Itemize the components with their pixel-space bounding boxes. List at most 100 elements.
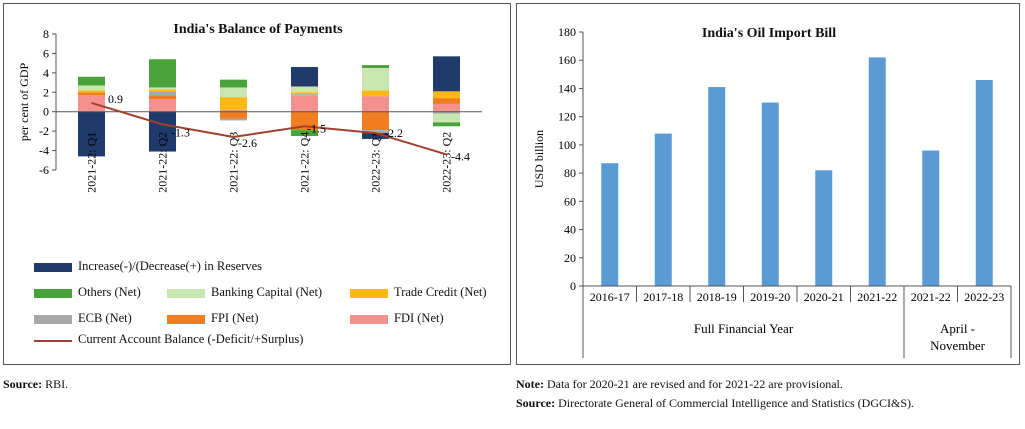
oil-y-axis-label: USD billion [532,130,546,188]
legend-swatch-ecb [34,315,72,324]
bop-bar-fpi [149,95,176,100]
bop-bar-fdi [362,96,389,112]
bop-cab-data-label: 0.9 [108,92,123,106]
bop-x-tick-label: 2021-22: Q4 [298,132,312,193]
bop-y-tick-label: 0 [43,105,49,119]
bop-cab-data-label: -1.5 [307,121,326,135]
oil-y-tick-label: 60 [564,194,576,208]
oil-import-chart-panel: India's Oil Import Bill 0 20 40 60 80 100 120 1… [516,3,1020,365]
bop-y-tick-label: 4 [43,66,49,80]
bop-bar-ecb [291,94,318,96]
bop-bar-banking [362,68,389,91]
bop-cab-data-label: -2.6 [238,136,257,150]
bop-bar-fpi [78,92,105,96]
note-label: Note: [516,377,544,391]
bop-bar-others [291,130,318,136]
bop-bar-fpi [291,111,318,131]
bop-y-axis-label: per cent of GDP [17,63,31,142]
bop-bar-trade [362,90,389,97]
legend-swatch-cab [34,340,72,342]
bop-bar-fpi [433,98,460,104]
bop-bar-reserves [433,56,460,92]
oil-x-tick-label: 2018-19 [697,290,737,304]
bop-bar-ecb [362,130,389,134]
bop-x-tick-label: 2021-22: Q3 [227,132,241,193]
oil-x-tick-label: 2020-21 [804,290,844,304]
bop-bar-banking [291,86,318,93]
bop-bar-banking [78,85,105,91]
bop-bar-fdi [433,103,460,112]
bop-bar-reserves [291,67,318,87]
legend-label-fpi: FPI (Net) [211,311,259,325]
legend-label-trade: Trade Credit (Net) [394,285,487,299]
oil-y-tick-label: 160 [558,53,576,67]
oil-bar [815,170,833,286]
oil-y-tick-label: 80 [564,166,576,180]
bop-bar-reserves [362,133,389,139]
bop-bar-trade [78,90,105,93]
legend-label-others: Others (Net) [78,285,141,299]
oil-import-chart: 0 20 40 60 80 100 120 140 160 180 USD billion 2016-… [532,25,1012,358]
bop-bar-trade [291,92,318,95]
bop-cab-data-label: -4.4 [451,149,470,163]
source-note-left: Source: RBI. [3,377,68,392]
bop-bar-fpi [362,111,389,131]
note-text: Data for 2020-21 are revised and for 202… [543,377,843,391]
legend-swatch-trade [350,289,388,298]
oil-bar [761,102,779,286]
oil-x-tick-label: 2016-17 [590,290,630,304]
bop-y-tick-label: 2 [43,85,49,99]
source-note-right: Source: Directorate General of Commercia… [516,396,914,411]
legend-label-fdi: FDI (Net) [394,311,444,325]
bop-bar-trade [433,91,460,99]
bop-x-tick-label: 2021-22: Q1 [85,132,99,193]
bop-bar-fdi [220,109,247,112]
bop-bar-banking [220,87,247,98]
bop-cab-data-label: -2.2 [384,126,403,140]
oil-bar [868,57,886,287]
bop-bar-trade [149,89,176,92]
bop-bar-banking [149,87,176,90]
oil-y-tick-label: 40 [564,223,576,237]
oil-bar [601,163,619,286]
bop-y-tick-label: -2 [39,124,49,138]
source-label-left: Source: [3,377,43,391]
oil-x-tick-label: 2021-22 [911,290,951,304]
legend-swatch-others [34,289,72,298]
oil-x-tick-label: 2017-18 [643,290,683,304]
bop-bar-ecb [149,91,176,96]
oil-bar [922,150,940,286]
bop-bar-reserves [78,111,105,157]
bop-bar-trade [220,97,247,110]
oil-x-tick-label: 2019-20 [750,290,790,304]
legend-label-reserves: Increase(-)/(Decrease(+) in Reserves [78,259,263,273]
bop-x-tick-label: 2021-22: Q2 [156,132,170,193]
bop-bar-others [362,65,389,68]
bop-bar-fdi [149,99,176,112]
source-label-right: Source: [516,396,556,410]
bop-chart-title: India's Balance of Payments [173,22,343,37]
bop-chart: -6 -4 -2 0 2 4 6 8 per cent of GDP 2021-22: Q1 202… [17,27,482,193]
bop-cab-data-label: -1.3 [171,125,190,139]
bop-bar-others [78,76,105,86]
bop-bar-others [220,79,247,88]
legend-swatch-fdi [350,315,388,324]
oil-y-tick-label: 20 [564,251,576,265]
oil-y-tick-label: 140 [558,81,576,95]
bop-bar-reserves [149,111,176,152]
oil-y-tick-label: 180 [558,25,576,39]
legend-label-banking: Banking Capital (Net) [211,285,323,299]
legend-label-cab: Current Account Balance (-Deficit/+Surpl… [78,332,304,346]
oil-bar [654,133,672,286]
oil-y-tick-label: 100 [558,138,576,152]
oil-y-tick-label: 0 [570,279,576,293]
bop-bar-ecb [220,118,247,121]
bop-cab-line [91,102,447,156]
oil-group-label-full-year: Full Financial Year [694,321,794,336]
bop-bar-others [149,59,176,88]
legend-swatch-banking [167,289,205,298]
oil-y-tick-label: 120 [558,110,576,124]
bop-y-tick-label: -4 [39,144,49,158]
legend-swatch-reserves [34,263,72,272]
bop-y-tick-label: 8 [43,27,49,41]
